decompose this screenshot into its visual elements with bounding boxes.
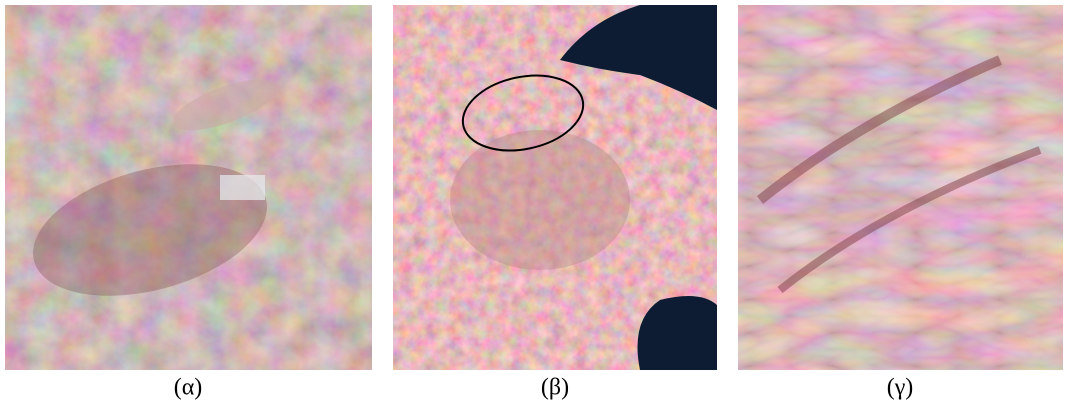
panel-label: (β) <box>541 375 569 401</box>
bright-area <box>220 175 265 200</box>
satellite-image <box>738 5 1063 370</box>
hill <box>450 130 630 270</box>
panel-gamma <box>738 5 1063 370</box>
panel-label: (γ) <box>887 375 914 401</box>
figure: (α) (β) (γ) <box>0 0 1067 405</box>
panel-beta <box>393 5 717 370</box>
page: (α) (β) (γ) (() => { const data = JSON.p… <box>0 0 1067 405</box>
panel-alpha <box>5 5 372 370</box>
panel-label: (α) <box>174 375 203 401</box>
